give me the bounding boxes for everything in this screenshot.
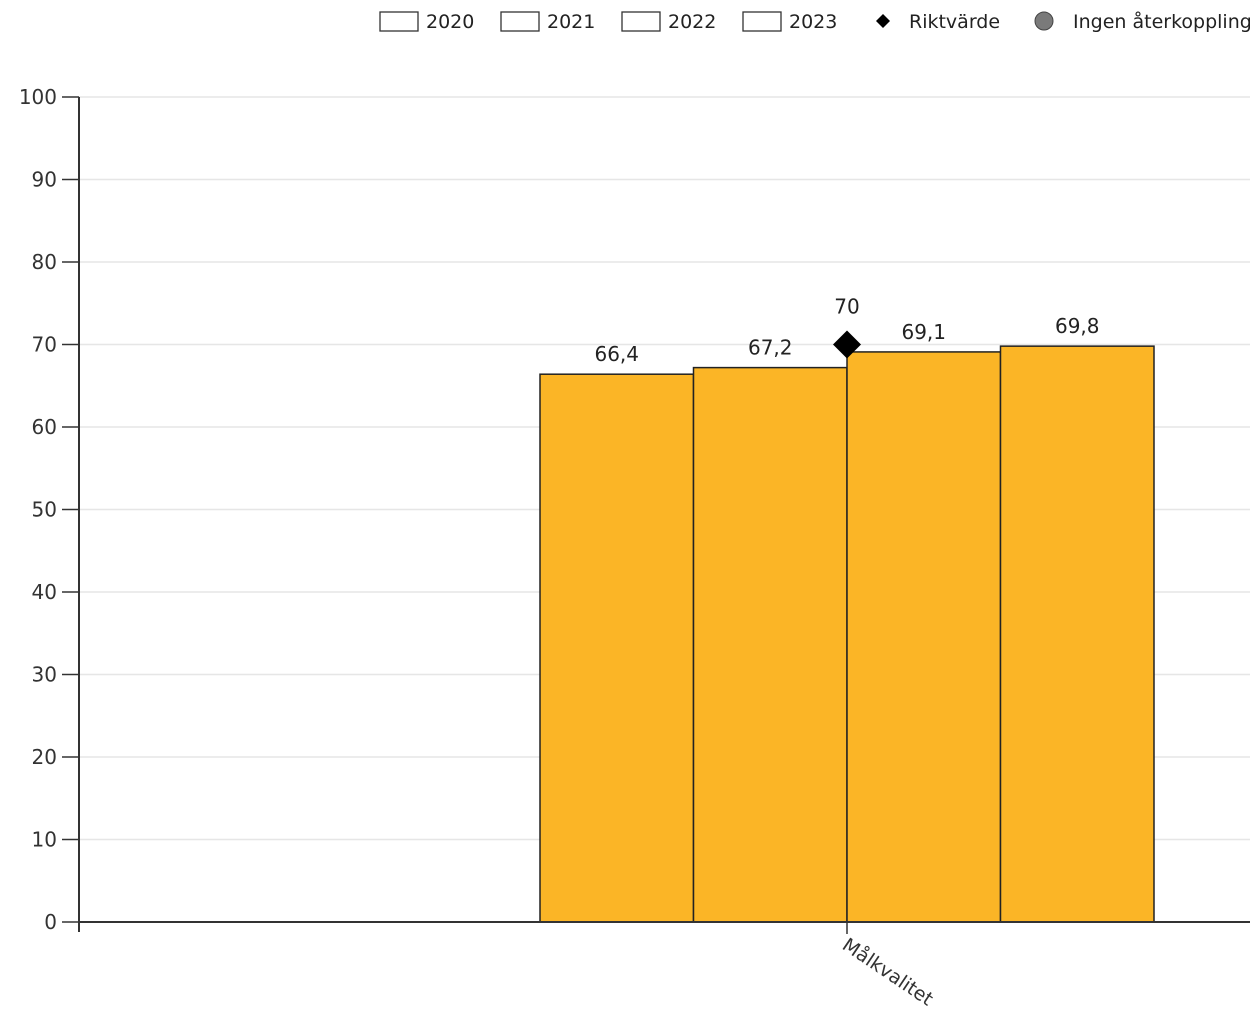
y-tick-label: 20 bbox=[32, 745, 57, 769]
legend-label-target: Riktvärde bbox=[909, 11, 1000, 33]
legend-label-2023: 2023 bbox=[789, 11, 837, 33]
bars: 66,4 67,2 69,1 69,8 bbox=[539, 314, 1155, 923]
bar-2021 bbox=[692, 366, 848, 923]
legend-label-2021: 2021 bbox=[547, 11, 595, 33]
y-axis: 0 10 20 30 40 50 60 70 80 90 100 bbox=[19, 85, 80, 934]
legend-swatch-2021 bbox=[500, 11, 540, 32]
data-label-2022: 69,1 bbox=[901, 320, 946, 344]
legend-swatch-2023 bbox=[742, 11, 782, 32]
data-label-2021: 67,2 bbox=[748, 336, 793, 360]
y-tick-label: 40 bbox=[32, 580, 57, 604]
y-tick-label: 80 bbox=[32, 250, 57, 274]
legend-no-feedback-icon bbox=[1034, 11, 1054, 31]
legend-target-icon bbox=[876, 14, 890, 28]
y-tick-label: 100 bbox=[19, 85, 57, 109]
y-tick-label: 60 bbox=[32, 415, 57, 439]
legend-swatch-2022 bbox=[621, 11, 661, 32]
legend-label-no-feedback: Ingen återkoppling bbox=[1073, 10, 1250, 33]
y-tick-label: 0 bbox=[44, 910, 57, 934]
legend-swatch-2020 bbox=[379, 11, 419, 32]
legend: 2020 2021 2022 2023 Riktvärde Ingen återkoppl… bbox=[379, 10, 1250, 33]
data-label-2020: 66,4 bbox=[594, 342, 639, 366]
target-label: 70 bbox=[834, 295, 859, 319]
y-tick-label: 70 bbox=[32, 333, 57, 357]
markers: 70 bbox=[833, 295, 861, 359]
target-marker bbox=[833, 330, 861, 359]
legend-label-2022: 2022 bbox=[668, 11, 716, 33]
y-tick-label: 10 bbox=[32, 828, 57, 852]
bar-2023 bbox=[999, 345, 1155, 923]
y-tick-label: 50 bbox=[32, 498, 57, 522]
bar-2022 bbox=[846, 351, 1002, 923]
x-axis: Målkvalitet bbox=[79, 921, 1250, 1009]
legend-label-2020: 2020 bbox=[426, 11, 474, 33]
y-tick-label: 30 bbox=[32, 663, 57, 687]
y-tick-label: 90 bbox=[32, 168, 57, 192]
data-label-2023: 69,8 bbox=[1055, 314, 1100, 338]
x-category-label: Målkvalitet bbox=[838, 933, 937, 1009]
bar-2020 bbox=[539, 373, 695, 923]
